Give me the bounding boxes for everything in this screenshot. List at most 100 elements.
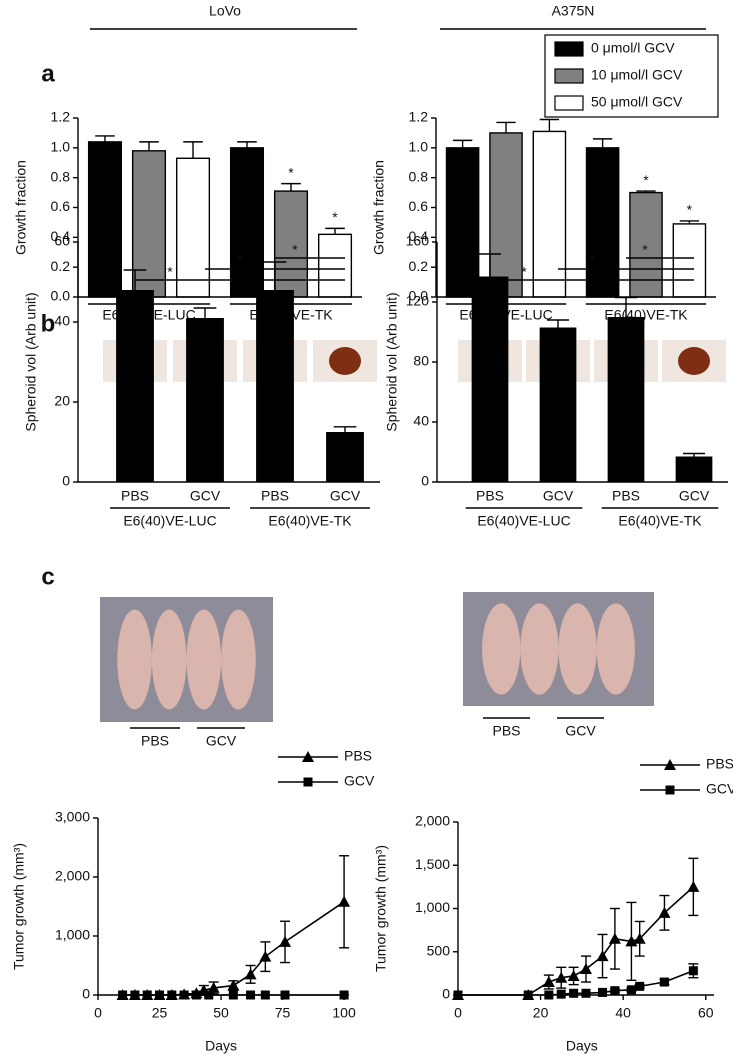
bar [445, 147, 480, 298]
y-tick-label: 500 [427, 942, 451, 958]
panel-letter: b [41, 310, 56, 337]
photo-label: GCV [206, 733, 237, 749]
legend-swatch [554, 95, 584, 111]
x-tick-label: PBS [612, 488, 640, 504]
x-tick-label: 75 [275, 1005, 291, 1021]
significance-star: * [687, 202, 693, 218]
y-tick-label: 1,000 [415, 899, 450, 915]
marker-square [303, 777, 313, 787]
legend-label: 50 μmol/l GCV [591, 94, 683, 110]
x-tick-label: 100 [332, 1005, 356, 1021]
significance-star: * [167, 264, 173, 280]
y-tick-label: 0.8 [51, 168, 71, 184]
marker-square [610, 986, 620, 996]
bar [672, 223, 707, 298]
marker-square [179, 990, 189, 1000]
x-tick-label: 25 [152, 1005, 168, 1021]
marker-square [228, 990, 238, 1000]
legend-label: 0 μmol/l GCV [591, 40, 675, 56]
y-tick-label: 80 [413, 353, 429, 369]
y-axis-label: Tumor growth (mm³) [373, 845, 389, 972]
x-tick-label: 40 [615, 1005, 631, 1021]
mouse [482, 603, 521, 695]
x-tick-label: 60 [698, 1005, 714, 1021]
legend-label: GCV [706, 781, 733, 797]
marker-square [544, 990, 554, 1000]
column-title: A375N [552, 3, 595, 19]
marker-square [130, 990, 140, 1000]
bar [585, 147, 620, 298]
photo-label: PBS [141, 733, 169, 749]
y-tick-label: 160 [406, 233, 430, 249]
group-label: E6(40)VE-LUC [123, 513, 216, 529]
y-axis-label: Spheroid vol (Arb unit) [23, 292, 39, 431]
y-tick-label: 1.2 [409, 109, 429, 125]
spheroid [329, 347, 361, 375]
mouse [596, 603, 635, 695]
marker-square [191, 990, 201, 1000]
y-tick-label: 0 [62, 473, 70, 489]
x-tick-label: GCV [679, 488, 710, 504]
y-tick-label: 0 [442, 986, 450, 1002]
group-label: E6(40)VE-TK [268, 513, 352, 529]
marker-square [118, 990, 128, 1000]
y-tick-label: 0.2 [409, 258, 429, 274]
marker-triangle [596, 950, 609, 962]
y-tick-label: 1.0 [51, 139, 71, 155]
y-tick-label: 3,000 [55, 809, 90, 825]
marker-square [665, 785, 675, 795]
y-axis-label: Growth fraction [371, 160, 387, 255]
marker-triangle [338, 895, 351, 907]
bar [317, 233, 353, 298]
bar [229, 147, 265, 298]
marker-triangle [302, 751, 314, 762]
marker-square [155, 990, 165, 1000]
bar [256, 290, 294, 482]
bar [607, 317, 645, 482]
x-tick-label: 50 [213, 1005, 229, 1021]
mouse [221, 609, 256, 710]
marker-triangle [664, 759, 676, 770]
significance-star: * [332, 209, 338, 225]
mouse [151, 609, 187, 710]
y-tick-label: 2,000 [415, 813, 450, 829]
legend-label: PBS [706, 756, 733, 772]
y-tick-label: 0.2 [51, 258, 71, 274]
y-tick-label: 1.2 [51, 109, 71, 125]
spheroid [678, 347, 710, 375]
marker-triangle [542, 976, 555, 988]
marker-square [204, 990, 214, 1000]
significance-star: * [237, 253, 243, 269]
x-tick-label: PBS [261, 488, 289, 504]
marker-triangle [555, 971, 568, 983]
significance-star: * [642, 242, 648, 258]
mouse [186, 609, 222, 710]
y-tick-label: 40 [54, 313, 70, 329]
legend-swatch [554, 68, 584, 84]
marker-triangle [259, 950, 272, 962]
bar [116, 290, 154, 482]
significance-star: * [292, 242, 298, 258]
marker-triangle [633, 932, 646, 944]
marker-square [635, 981, 645, 991]
x-tick-label: 20 [533, 1005, 549, 1021]
x-tick-label: GCV [190, 488, 221, 504]
y-tick-label: 0.4 [409, 228, 429, 244]
marker-square [556, 989, 566, 999]
y-tick-label: 2,000 [55, 868, 90, 884]
bar [175, 157, 211, 298]
y-tick-label: 0.6 [51, 198, 71, 214]
marker-square [688, 966, 698, 976]
y-tick-label: 0.0 [409, 288, 429, 304]
marker-square [339, 990, 349, 1000]
x-tick-label: GCV [330, 488, 361, 504]
marker-square [598, 987, 608, 997]
legend-label: GCV [344, 773, 375, 789]
y-tick-label: 1,500 [415, 856, 450, 872]
marker-square [453, 990, 463, 1000]
bar [131, 150, 167, 298]
photo-label: GCV [565, 723, 596, 739]
marker-square [659, 977, 669, 987]
marker-square [246, 990, 256, 1000]
